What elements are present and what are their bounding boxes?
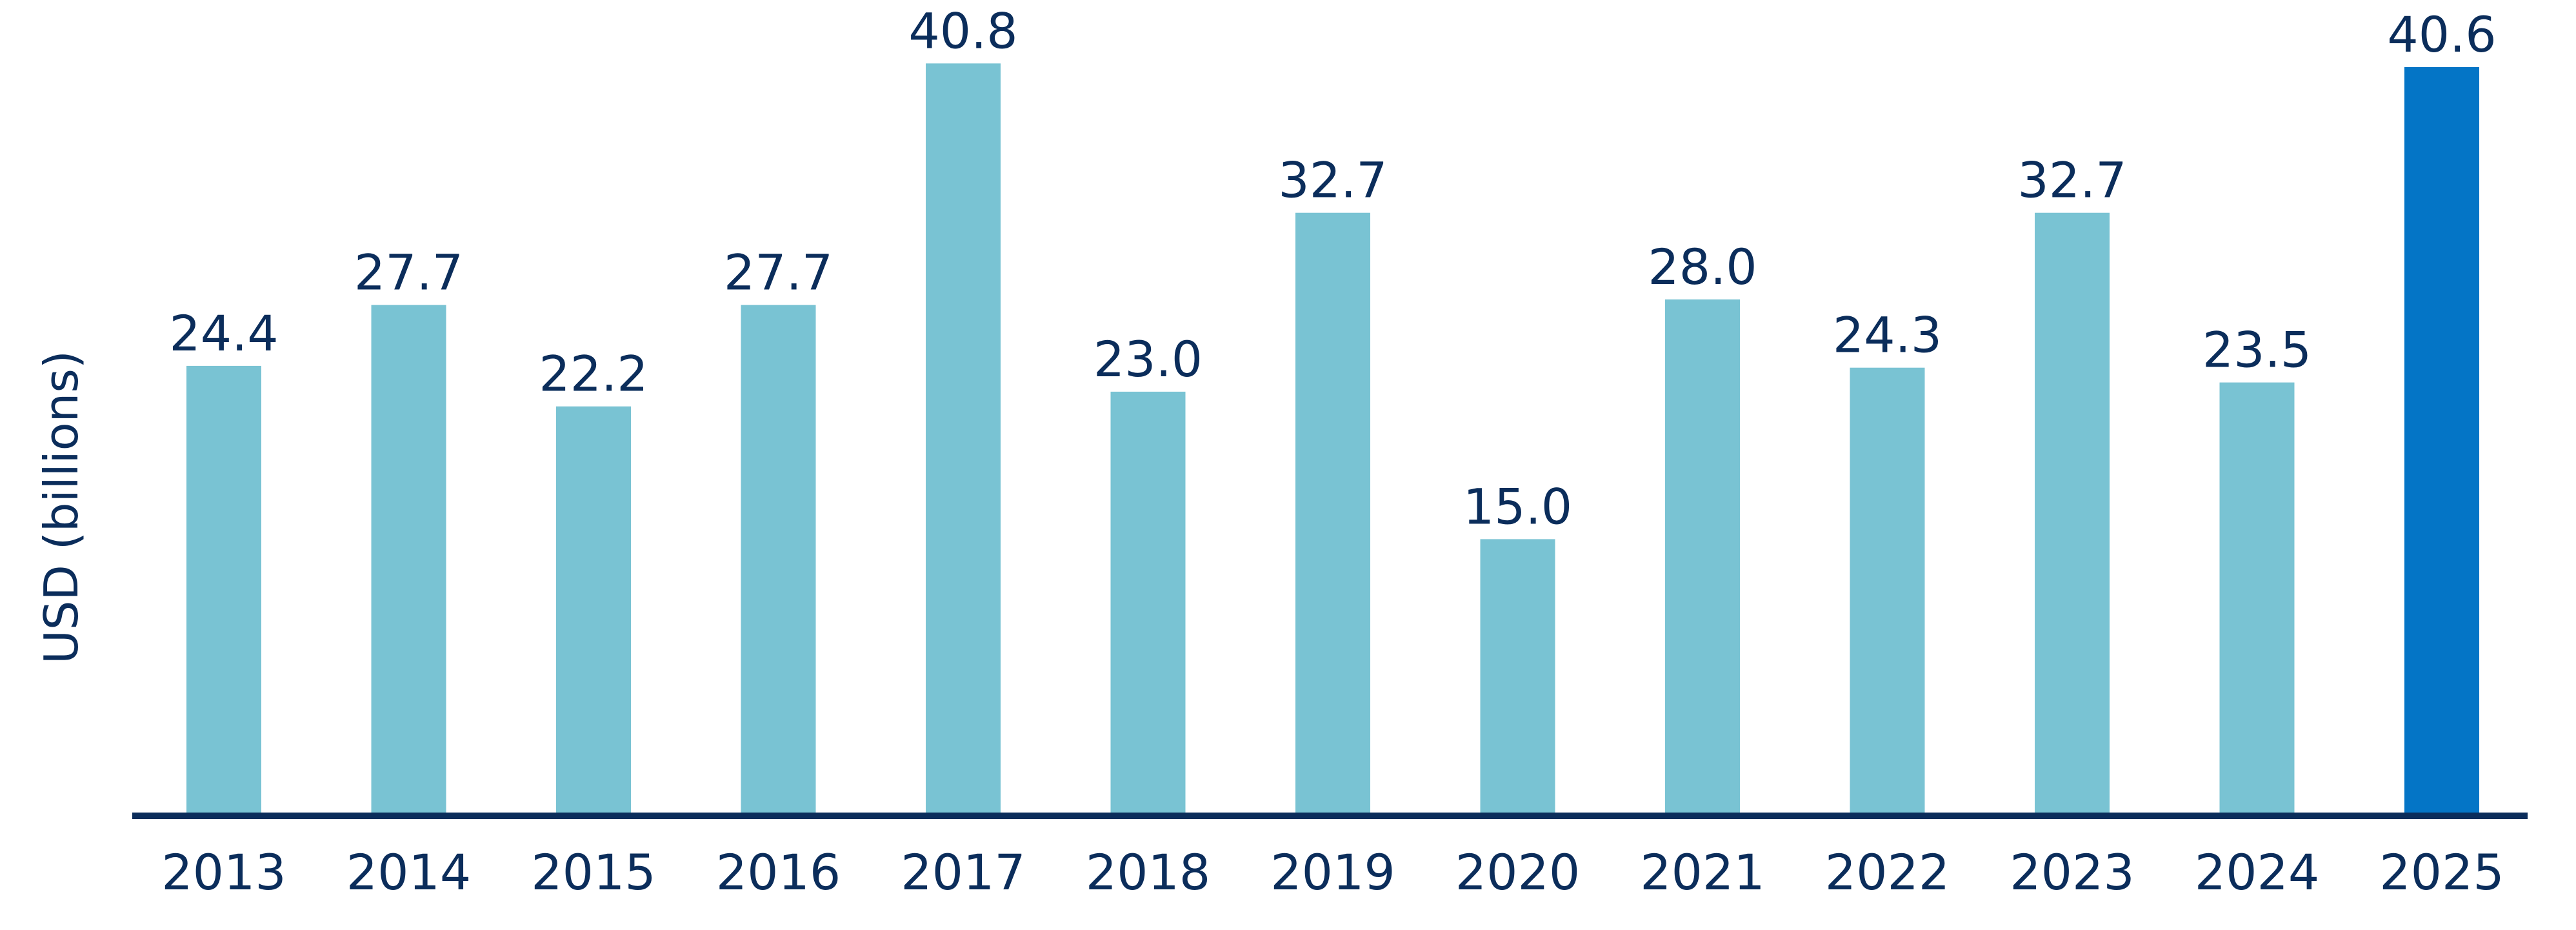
x-tick-label-2019: 2019 bbox=[1270, 844, 1395, 901]
value-label-2025: 40.6 bbox=[2387, 6, 2496, 63]
x-tick-label-2020: 2020 bbox=[1455, 844, 1580, 901]
x-tick-label-2016: 2016 bbox=[716, 844, 841, 901]
x-tick-label-2013: 2013 bbox=[161, 844, 286, 901]
value-labels-group: 24.4 27.7 22.2 27.7 40.8 23.0 32.7 15.0 28.0 24.3… bbox=[169, 2, 2496, 535]
value-label-2016: 27.7 bbox=[724, 244, 833, 301]
value-label-2018: 23.0 bbox=[1093, 330, 1203, 388]
bar-2022 bbox=[1850, 367, 1925, 816]
value-label-2024: 23.5 bbox=[2202, 321, 2311, 379]
bar-2014 bbox=[371, 305, 446, 816]
bar-2023 bbox=[2035, 212, 2110, 816]
bar-2015 bbox=[556, 406, 631, 816]
x-tick-label-2014: 2014 bbox=[346, 844, 471, 901]
x-tick-label-2022: 2022 bbox=[1825, 844, 1950, 901]
bar-2013 bbox=[186, 365, 261, 816]
value-label-2020: 15.0 bbox=[1463, 478, 1572, 535]
x-tick-labels-group: 2013 2014 2015 2016 2017 2018 2019 2020 2021 2022… bbox=[161, 844, 2504, 901]
bar-2020 bbox=[1480, 539, 1555, 816]
x-tick-label-2018: 2018 bbox=[1086, 844, 1210, 901]
x-tick-label-2024: 2024 bbox=[2195, 844, 2319, 901]
bar-2019 bbox=[1295, 212, 1370, 816]
bar-2025 bbox=[2404, 67, 2479, 816]
x-tick-label-2017: 2017 bbox=[901, 844, 1025, 901]
bar-2024 bbox=[2219, 382, 2295, 816]
value-label-2014: 27.7 bbox=[354, 244, 463, 301]
value-label-2022: 24.3 bbox=[1833, 307, 1942, 364]
x-tick-label-2025: 2025 bbox=[2379, 844, 2504, 901]
x-tick-label-2023: 2023 bbox=[2010, 844, 2134, 901]
value-label-2021: 28.0 bbox=[1648, 238, 1757, 296]
y-axis-label: USD (billions) bbox=[34, 350, 88, 664]
value-label-2015: 22.2 bbox=[539, 345, 648, 403]
value-label-2017: 40.8 bbox=[908, 2, 1017, 59]
value-label-2019: 32.7 bbox=[1278, 152, 1387, 209]
bar-2021 bbox=[1665, 299, 1740, 816]
bars-group bbox=[186, 63, 2479, 816]
x-tick-label-2021: 2021 bbox=[1640, 844, 1764, 901]
bar-2018 bbox=[1110, 391, 1186, 816]
bar-2016 bbox=[741, 305, 816, 816]
value-label-2013: 24.4 bbox=[169, 305, 278, 362]
value-label-2023: 32.7 bbox=[2017, 152, 2126, 209]
bar-2017 bbox=[926, 63, 1001, 816]
x-tick-label-2015: 2015 bbox=[531, 844, 655, 901]
